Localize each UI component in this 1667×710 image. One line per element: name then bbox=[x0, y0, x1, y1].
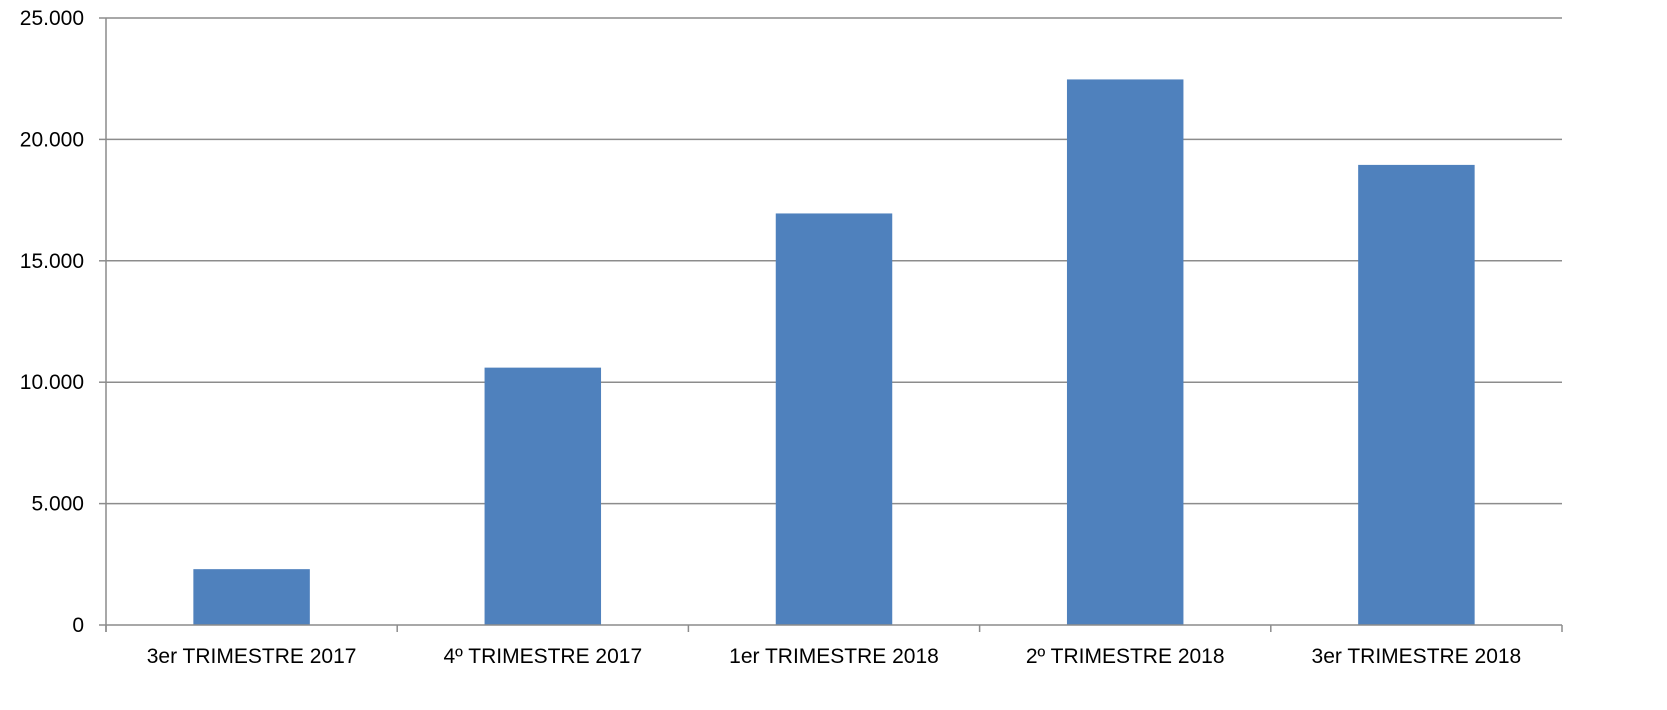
bar bbox=[484, 367, 602, 625]
y-tick-label: 5.000 bbox=[31, 493, 84, 516]
x-tick-label: 2º TRIMESTRE 2018 bbox=[1026, 645, 1225, 668]
y-tick-label: 25.000 bbox=[20, 7, 84, 30]
bar bbox=[193, 569, 310, 625]
y-tick-labels: 0 5.000 10.000 15.000 20.000 25.000 bbox=[20, 7, 84, 637]
x-tick-label: 4º TRIMESTRE 2017 bbox=[443, 645, 642, 668]
bar bbox=[775, 213, 893, 626]
x-tick-label: 3er TRIMESTRE 2018 bbox=[1312, 645, 1522, 668]
y-tick-label: 15.000 bbox=[20, 250, 84, 273]
bar bbox=[1358, 164, 1475, 626]
axes bbox=[99, 17, 1563, 632]
x-tick-label: 3er TRIMESTRE 2017 bbox=[147, 645, 357, 668]
bar bbox=[1066, 79, 1184, 625]
bars bbox=[193, 79, 1475, 626]
x-tick-labels: 3er TRIMESTRE 2017 4º TRIMESTRE 2017 1er T… bbox=[147, 645, 1522, 668]
x-tick-label: 1er TRIMESTRE 2018 bbox=[729, 645, 939, 668]
y-tick-label: 20.000 bbox=[20, 128, 84, 151]
y-tick-label: 10.000 bbox=[20, 371, 84, 394]
y-tick-label: 0 bbox=[72, 614, 84, 637]
